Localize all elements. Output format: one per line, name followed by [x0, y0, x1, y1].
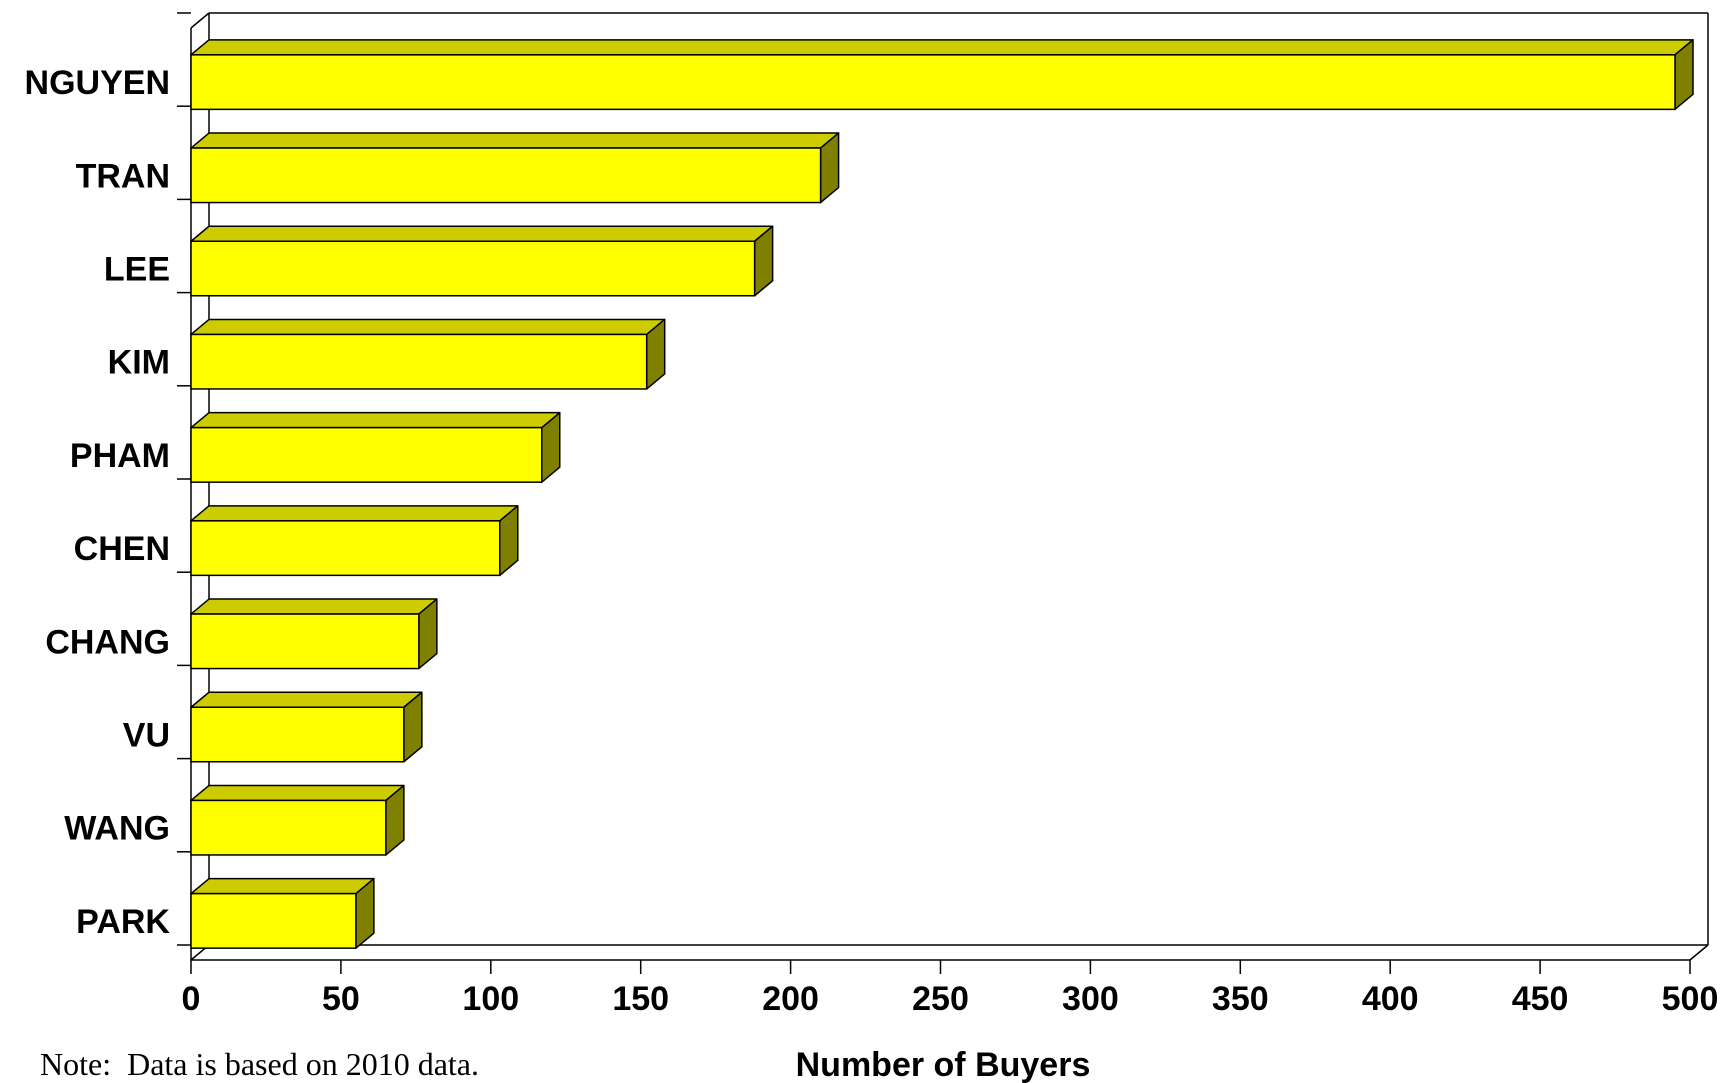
bar-top-face	[190, 784, 405, 802]
x-axis-title: Number of Buyers	[796, 1046, 1091, 1083]
bar-top-face	[190, 39, 1694, 56]
bar-tran	[190, 132, 840, 204]
x-tick-label: 300	[1062, 980, 1119, 1018]
bar-front-face	[190, 520, 501, 577]
category-label: CHEN	[74, 530, 170, 568]
floor-right-edge	[1689, 944, 1709, 961]
bar-kim	[190, 318, 666, 390]
bar-lee	[190, 225, 774, 297]
category-labels: NGUYEN TRAN LEE KIM PHAM CHEN CHANG VU WANG PARK	[25, 64, 171, 941]
x-tick-label: 50	[322, 980, 360, 1018]
top-left-edge	[190, 12, 210, 29]
bar-top-face	[190, 598, 438, 615]
bar-chen	[190, 505, 519, 577]
x-tick-label: 0	[182, 980, 201, 1018]
bar-wang	[190, 784, 405, 856]
bar-pham	[190, 411, 561, 483]
x-tick-label: 200	[762, 980, 819, 1018]
bar-top-face	[190, 411, 561, 429]
category-label: PHAM	[70, 437, 170, 475]
bar-top-face	[190, 877, 375, 895]
category-label: TRAN	[76, 157, 170, 195]
bar-chang	[190, 598, 438, 670]
bar-front-face	[190, 333, 648, 390]
bar-top-face	[190, 132, 840, 149]
x-tick-label: 400	[1362, 980, 1419, 1018]
category-label: CHANG	[45, 623, 170, 661]
bar-front-face	[190, 706, 405, 763]
category-label: LEE	[104, 251, 170, 289]
bar-nguyen	[190, 39, 1694, 111]
x-tick-label: 450	[1512, 980, 1569, 1018]
bar-front-face	[190, 426, 543, 483]
bar-top-face	[190, 691, 423, 708]
category-label: VU	[123, 717, 170, 755]
bar-top-face	[190, 318, 666, 336]
x-tick-label: 250	[912, 980, 969, 1018]
bar-front-face	[190, 799, 387, 856]
category-label: NGUYEN	[25, 64, 170, 102]
bar-front-face	[190, 892, 357, 949]
y-axis-ticks	[177, 12, 191, 946]
category-label: WANG	[64, 810, 170, 848]
bar-front-face	[190, 54, 1676, 111]
x-tick-label: 100	[462, 980, 519, 1018]
category-label: PARK	[76, 903, 170, 941]
footnote: Note: Data is based on 2010 data.	[40, 1046, 479, 1082]
bars	[190, 39, 1694, 949]
bar-front-face	[190, 147, 822, 204]
bar-vu	[190, 691, 423, 763]
bar-park	[190, 877, 375, 949]
x-tick-label: 150	[612, 980, 669, 1018]
bar-top-face	[190, 505, 519, 522]
bar-top-face	[190, 225, 774, 242]
x-tick-label: 350	[1212, 980, 1269, 1018]
x-axis-ticks: 0 50 100 150 200 250 300 350 400 450 500	[182, 960, 1719, 1018]
x-tick-label: 500	[1662, 980, 1719, 1018]
bar-front-face	[190, 613, 420, 670]
bar-front-face	[190, 240, 756, 297]
category-label: KIM	[108, 344, 170, 382]
